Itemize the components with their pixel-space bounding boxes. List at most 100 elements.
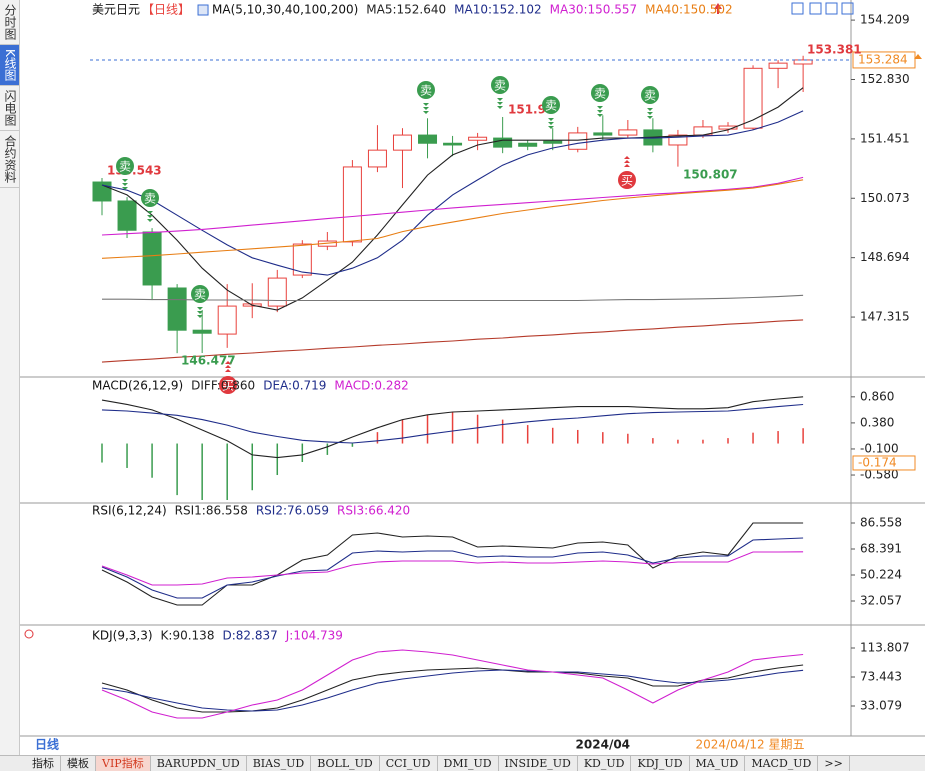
settings-icon[interactable]	[24, 629, 34, 639]
candle-body	[443, 142, 463, 146]
legend-text: MA5:152.640	[366, 3, 446, 17]
series-line	[101, 87, 804, 311]
icon[interactable]	[825, 2, 838, 15]
y-tick-label: 33.079	[860, 699, 902, 713]
price-label: 153.381	[807, 43, 862, 57]
tab[interactable]: VIP指标	[96, 756, 151, 771]
series-line	[101, 669, 804, 712]
candle-body	[768, 62, 788, 69]
legend-text: MA30:150.557	[550, 3, 638, 17]
side-tab[interactable]: 闪电图	[0, 86, 19, 131]
legend-text: K:90.138	[161, 629, 215, 643]
signal-badge	[491, 76, 509, 94]
signal-arrow	[597, 114, 603, 117]
arrow-icon	[714, 3, 722, 14]
signal-arrow	[197, 307, 203, 310]
tab[interactable]: >>	[818, 756, 850, 771]
icon[interactable]	[791, 2, 804, 15]
y-tick-label: -0.100	[860, 441, 899, 455]
signal-arrow	[647, 116, 653, 119]
series-line	[101, 522, 804, 606]
candle-body	[568, 132, 588, 150]
y-tick-label: 50.224	[860, 568, 902, 582]
signal-badge	[618, 171, 636, 189]
series-line	[101, 396, 804, 459]
legend-text: DIFF:0.860	[191, 379, 255, 393]
tab[interactable]: KDJ_UD	[631, 756, 690, 771]
candle-body	[468, 136, 488, 141]
candle-body	[142, 231, 162, 286]
side-tab[interactable]: K线图	[0, 45, 19, 86]
y-tick-label: 152.830	[860, 72, 910, 86]
signal-arrow	[647, 112, 653, 115]
tab[interactable]: BARUPDN_UD	[151, 756, 247, 771]
x-tick-label: 2024/04	[576, 738, 630, 752]
side-tab[interactable]: 分时图	[0, 0, 19, 45]
tab[interactable]: DMI_UD	[438, 756, 499, 771]
indicator-icon	[197, 4, 209, 16]
candle-body	[217, 305, 237, 335]
icon[interactable]	[809, 2, 822, 15]
candle-body	[518, 142, 538, 147]
tab[interactable]: INSIDE_UD	[499, 756, 578, 771]
period-tab[interactable]: 日线	[35, 737, 59, 752]
tab[interactable]: MA_UD	[690, 756, 746, 771]
tab[interactable]: BOLL_UD	[311, 756, 380, 771]
legend-text: DEA:0.719	[263, 379, 326, 393]
price-arrow	[914, 53, 922, 59]
pane-title: RSI(6,12,24)	[92, 504, 167, 518]
series-line	[101, 403, 804, 444]
candle-body	[342, 166, 362, 243]
signal-text: 买	[222, 379, 234, 393]
y-tick-label: 73.443	[860, 670, 902, 684]
tab[interactable]: 指标	[26, 756, 61, 771]
toolbar-icons[interactable]	[791, 2, 854, 15]
y-tick-label: 32.057	[860, 593, 902, 607]
tab[interactable]: KD_UD	[578, 756, 632, 771]
signal-text: 卖	[545, 99, 557, 113]
signal-arrow	[548, 122, 554, 125]
signal-badge	[219, 376, 237, 394]
price-label: 146.477	[181, 354, 236, 368]
series-line	[101, 551, 804, 586]
chart-title: 美元日元	[92, 3, 140, 17]
tab[interactable]: CCI_UD	[380, 756, 438, 771]
candle-body	[192, 329, 212, 334]
side-tab[interactable]: 合约资料	[0, 131, 19, 188]
tab[interactable]: BIAS_UD	[247, 756, 312, 771]
signal-badge	[417, 81, 435, 99]
price-label: 150.807	[683, 168, 738, 182]
signal-text: 卖	[494, 79, 506, 93]
legend-text: MA10:152.102	[454, 3, 542, 17]
legend-text: MA40:150.502	[645, 3, 733, 17]
signal-arrow	[122, 179, 128, 182]
candle-body	[117, 200, 137, 231]
series-line	[101, 537, 804, 599]
candle-body	[392, 134, 412, 151]
chart: 日线 2024/04/12 星期五 154.209 152.830 151.451 1…	[20, 0, 925, 752]
candle-body	[593, 132, 613, 136]
series-line	[101, 664, 804, 713]
tab[interactable]: 模板	[61, 756, 96, 771]
y-tick-label: 68.391	[860, 542, 902, 556]
legend-text: D:82.837	[222, 629, 277, 643]
y-tick-label: 0.380	[860, 415, 894, 429]
icon[interactable]	[841, 2, 854, 15]
sidebar: 分时图 K线图 闪电图 合约资料	[0, 0, 20, 755]
series-line	[101, 319, 804, 363]
signal-arrow	[197, 311, 203, 314]
candle-body	[493, 137, 513, 148]
series-line	[101, 176, 804, 236]
tab[interactable]: MACD_UD	[745, 756, 819, 771]
candle-body	[167, 287, 187, 331]
legend-text: RSI2:76.059	[256, 504, 329, 518]
y-tick-label: 0.860	[860, 389, 894, 403]
signal-arrow	[548, 118, 554, 121]
signal-badge	[591, 84, 609, 102]
candle-body	[668, 134, 688, 146]
signal-text: 卖	[420, 84, 432, 98]
signal-text: 卖	[119, 160, 131, 174]
current-price-box	[852, 51, 916, 69]
indicator: MA(5,10,30,40,100,200)	[212, 3, 358, 17]
